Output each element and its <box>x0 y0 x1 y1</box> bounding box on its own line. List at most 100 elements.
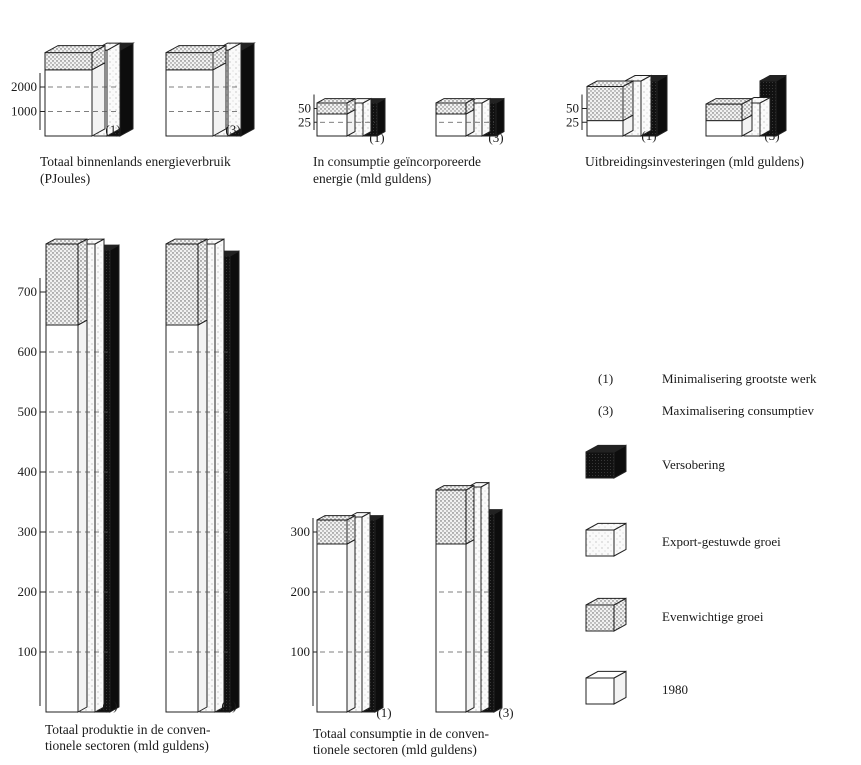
bar-1980 <box>316 543 348 713</box>
ytick-label: 300 <box>291 524 311 539</box>
bar-group <box>316 97 386 137</box>
bar-1980 <box>316 113 348 137</box>
bar-versobering-side <box>109 244 120 713</box>
bar-evenwichtige-groei-side <box>197 238 208 326</box>
bar-group <box>705 74 787 137</box>
bar-versobering-side <box>240 42 255 137</box>
bar-versobering-side <box>119 42 134 137</box>
legend-swatch-export <box>585 522 627 557</box>
bar-evenwichtige-groei <box>44 52 93 71</box>
ytick-label: 50 <box>566 101 579 116</box>
category-label: (3) <box>225 122 240 137</box>
ytick-label: 500 <box>18 404 38 419</box>
ytick-label: 100 <box>291 644 311 659</box>
bar-1980-side <box>465 538 475 713</box>
bar-evenwichtige-groei <box>705 103 743 122</box>
bar-evenwichtige-groei <box>435 489 467 545</box>
bar-1980 <box>45 324 79 713</box>
ytick-label: 600 <box>18 344 38 359</box>
ytick-label: 25 <box>298 114 311 129</box>
legend-swatch-evenwichtig <box>585 597 627 632</box>
chart-subtitle-energy: (PJoules) <box>40 171 90 186</box>
category-label: (1) <box>641 128 656 143</box>
bar-group <box>165 238 240 713</box>
bar-export-gestuwde-groei-side <box>214 238 225 713</box>
chart-subtitle-production: tionele sectoren (mld guldens) <box>45 738 209 753</box>
ytick-label: 200 <box>291 584 311 599</box>
bar-evenwichtige-groei <box>165 243 199 326</box>
category-label: (1) <box>102 698 117 713</box>
bar-1980 <box>435 113 467 137</box>
legend-cube-evenwichtig <box>585 604 615 632</box>
legend-scenario-label-3: Maximalisering consumptiev <box>662 403 815 418</box>
chart-consumption: 100 200 300 (1) (3) <box>291 481 514 720</box>
legend-swatch-1980 <box>585 670 627 705</box>
legend-swatch-versobering <box>585 444 627 479</box>
chart-title-investment: Uitbreidingsinvesteringen (mld guldens) <box>585 154 804 169</box>
bar-versobering-side <box>656 74 668 137</box>
ytick-label: 50 <box>298 101 311 116</box>
bar-export-gestuwde-groei-side <box>361 511 371 713</box>
bar-versobering-side <box>493 508 503 713</box>
bar-evenwichtige-groei <box>316 102 348 115</box>
chart-title-embodied: In consumptie geïncorporeerde <box>313 154 481 169</box>
chart-energy: 1000 2000 (1) (3) <box>11 42 256 137</box>
legend-scenario-code-1: (1) <box>598 371 613 386</box>
legend-label-1980: 1980 <box>662 682 688 697</box>
bar-export-gestuwde-groei-side <box>640 74 652 137</box>
legend: (1) Minimalisering grootste werk (3) Max… <box>585 371 817 705</box>
chart-subtitle-consumption: tionele sectoren (mld guldens) <box>313 742 477 757</box>
chart-title-production: Totaal produktie in de conven- <box>45 722 211 737</box>
chart-production: 100 200 300 400 500 600 700 (1) (3) <box>18 238 240 713</box>
category-label: (1) <box>376 705 391 720</box>
bar-group <box>435 97 505 137</box>
ytick-label: 300 <box>18 524 38 539</box>
chart-subtitle-embodied: energie (mld guldens) <box>313 171 431 186</box>
bar-evenwichtige-groei <box>165 52 214 71</box>
legend-cube-export <box>585 529 615 557</box>
chart-title-energy: Totaal binnenlands energieverbruik <box>40 154 231 169</box>
legend-label-versobering: Versobering <box>662 457 725 472</box>
bar-1980 <box>165 324 199 713</box>
legend-label-export: Export-gestuwde groei <box>662 534 781 549</box>
ytick-label: 25 <box>566 114 579 129</box>
category-label: (3) <box>764 128 779 143</box>
category-label: (1) <box>105 122 120 137</box>
bar-evenwichtige-groei <box>586 86 624 122</box>
bar-1980 <box>586 120 624 137</box>
category-label: (3) <box>488 130 503 145</box>
bar-group <box>316 511 384 713</box>
ytick-label: 2000 <box>11 79 37 94</box>
bar-1980-side <box>346 538 356 713</box>
bar-evenwichtige-groei-side <box>465 484 475 545</box>
bar-1980-side <box>91 61 106 137</box>
bar-1980-side <box>77 319 88 713</box>
bar-1980 <box>165 69 214 137</box>
bar-group <box>586 74 668 137</box>
ytick-label: 1000 <box>11 104 37 119</box>
bar-evenwichtige-groei-side <box>622 80 634 122</box>
bar-group <box>45 238 120 713</box>
bar-group <box>44 42 135 137</box>
bar-group <box>165 42 256 137</box>
bar-1980 <box>44 69 93 137</box>
bar-group <box>435 481 503 713</box>
bar-versobering-side <box>374 514 384 713</box>
category-label: (3) <box>498 705 513 720</box>
bar-versobering-side <box>775 74 787 137</box>
legend-label-evenwichtig: Evenwichtige groei <box>662 609 764 624</box>
ytick-label: 700 <box>18 284 38 299</box>
bar-1980 <box>705 120 743 137</box>
bar-evenwichtige-groei <box>316 519 348 545</box>
bar-evenwichtige-groei <box>435 102 467 115</box>
bar-evenwichtige-groei-side <box>77 238 88 326</box>
legend-cube-1980 <box>585 677 615 705</box>
ytick-label: 400 <box>18 464 38 479</box>
legend-cube-versobering <box>585 451 615 479</box>
bar-versobering-side <box>229 250 240 713</box>
bar-1980-side <box>212 61 227 137</box>
bar-export-gestuwde-groei-side <box>480 481 490 713</box>
